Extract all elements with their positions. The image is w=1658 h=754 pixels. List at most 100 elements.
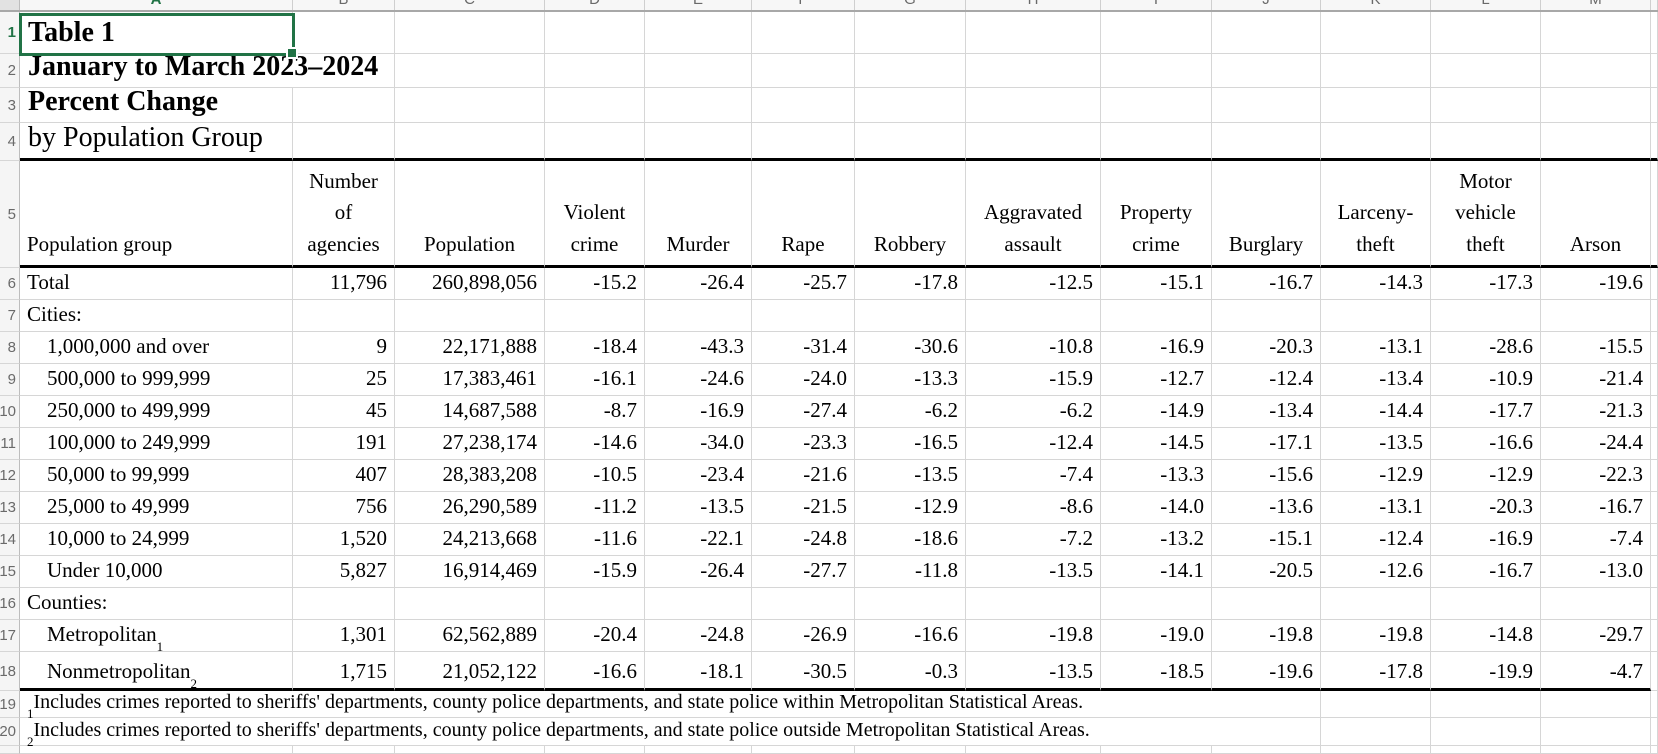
cell-K6[interactable]: -14.3 (1321, 268, 1431, 300)
row-header-10[interactable]: 10 (0, 396, 20, 428)
cell-D3[interactable] (545, 88, 645, 123)
cell-M6[interactable]: -19.6 (1541, 268, 1651, 300)
cell-L20[interactable] (1431, 718, 1541, 746)
cell-sliver-13[interactable] (1651, 492, 1658, 524)
cell-sliver-2[interactable] (1651, 54, 1658, 88)
cell-H6[interactable]: -12.5 (966, 268, 1101, 300)
cell-I18[interactable]: -18.5 (1101, 652, 1212, 691)
cell-F12[interactable]: -21.6 (752, 460, 855, 492)
cell-sliver-12[interactable] (1651, 460, 1658, 492)
cell-L13[interactable]: -20.3 (1431, 492, 1541, 524)
cell-B12[interactable]: 407 (293, 460, 395, 492)
cell-A9[interactable]: 500,000 to 999,999 (20, 364, 293, 396)
row-header-12[interactable]: 12 (0, 460, 20, 492)
cell-B1[interactable] (293, 12, 395, 54)
cell-sliver-7[interactable] (1651, 300, 1658, 332)
cell-H12[interactable]: -7.4 (966, 460, 1101, 492)
cell-E7[interactable] (645, 300, 752, 332)
cell-A8[interactable]: 1,000,000 and over (20, 332, 293, 364)
cell-H10[interactable]: -6.2 (966, 396, 1101, 428)
cell-C9[interactable]: 17,383,461 (395, 364, 545, 396)
cell-C3[interactable] (395, 88, 545, 123)
cell-J17[interactable]: -19.8 (1212, 620, 1321, 652)
cell-H3[interactable] (966, 88, 1101, 123)
cell-F1[interactable] (752, 12, 855, 54)
cell-sliver-1[interactable] (1651, 12, 1658, 54)
cell-K19[interactable] (1321, 691, 1431, 718)
cell-J6[interactable]: -16.7 (1212, 268, 1321, 300)
cell-M10[interactable]: -21.3 (1541, 396, 1651, 428)
row-header-4[interactable]: 4 (0, 123, 20, 161)
cell-M17[interactable]: -29.7 (1541, 620, 1651, 652)
cell-M9[interactable]: -21.4 (1541, 364, 1651, 396)
cell-D14[interactable]: -11.6 (545, 524, 645, 556)
cell-H15[interactable]: -13.5 (966, 556, 1101, 588)
cell-sliver-6[interactable] (1651, 268, 1658, 300)
cell-F2[interactable] (752, 54, 855, 88)
cell-A21[interactable] (20, 746, 293, 754)
cell-G6[interactable]: -17.8 (855, 268, 966, 300)
cell-J21[interactable] (1212, 746, 1321, 754)
cell-G13[interactable]: -12.9 (855, 492, 966, 524)
header-cell-A5[interactable]: Population group (20, 161, 293, 268)
cell-I2[interactable] (1101, 54, 1212, 88)
cell-A12[interactable]: 50,000 to 99,999 (20, 460, 293, 492)
header-cell-E5[interactable]: Murder (645, 161, 752, 268)
cell-J18[interactable]: -19.6 (1212, 652, 1321, 691)
cell-A2[interactable]: January to March 2023–2024 (20, 51, 378, 88)
cell-K20[interactable] (1321, 718, 1431, 746)
cell-L9[interactable]: -10.9 (1431, 364, 1541, 396)
cell-C18[interactable]: 21,052,122 (395, 652, 545, 691)
cell-G8[interactable]: -30.6 (855, 332, 966, 364)
column-header-J[interactable]: J (1212, 0, 1321, 10)
cell-M3[interactable] (1541, 88, 1651, 123)
cell-L16[interactable] (1431, 588, 1541, 620)
header-cell-G5[interactable]: Robbery (855, 161, 966, 268)
cell-L19[interactable] (1431, 691, 1541, 718)
cell-L14[interactable]: -16.9 (1431, 524, 1541, 556)
cell-I8[interactable]: -16.9 (1101, 332, 1212, 364)
cell-C2[interactable] (395, 54, 545, 88)
header-cell-D5[interactable]: Violent crime (545, 161, 645, 268)
row-header-15[interactable]: 15 (0, 556, 20, 588)
cell-K2[interactable] (1321, 54, 1431, 88)
cell-J2[interactable] (1212, 54, 1321, 88)
cell-sliver-16[interactable] (1651, 588, 1658, 620)
cell-C15[interactable]: 16,914,469 (395, 556, 545, 588)
cell-G12[interactable]: -13.5 (855, 460, 966, 492)
cell-H2[interactable] (966, 54, 1101, 88)
row-header-2[interactable]: 2 (0, 54, 20, 88)
cell-A6[interactable]: Total (20, 268, 293, 300)
cell-A10[interactable]: 250,000 to 499,999 (20, 396, 293, 428)
cell-L17[interactable]: -14.8 (1431, 620, 1541, 652)
column-header-M[interactable]: M (1541, 0, 1651, 10)
row-header-16[interactable]: 16 (0, 588, 20, 620)
cell-G2[interactable] (855, 54, 966, 88)
cell-sliver-18[interactable] (1651, 652, 1658, 691)
cell-H13[interactable]: -8.6 (966, 492, 1101, 524)
header-cell-B5[interactable]: Number of agencies (293, 161, 395, 268)
cell-I6[interactable]: -15.1 (1101, 268, 1212, 300)
cell-K8[interactable]: -13.1 (1321, 332, 1431, 364)
cell-J4[interactable] (1212, 123, 1321, 161)
row-header-8[interactable]: 8 (0, 332, 20, 364)
cell-F21[interactable] (752, 746, 855, 754)
cell-E14[interactable]: -22.1 (645, 524, 752, 556)
cell-E9[interactable]: -24.6 (645, 364, 752, 396)
cell-L1[interactable] (1431, 12, 1541, 54)
cell-B9[interactable]: 25 (293, 364, 395, 396)
cell-D18[interactable]: -16.6 (545, 652, 645, 691)
cell-C14[interactable]: 24,213,668 (395, 524, 545, 556)
cell-G1[interactable] (855, 12, 966, 54)
cell-sliver-14[interactable] (1651, 524, 1658, 556)
cell-D6[interactable]: -15.2 (545, 268, 645, 300)
cell-I9[interactable]: -12.7 (1101, 364, 1212, 396)
row-header-7[interactable]: 7 (0, 300, 20, 332)
row-header-6[interactable]: 6 (0, 268, 20, 300)
cell-K15[interactable]: -12.6 (1321, 556, 1431, 588)
cell-L7[interactable] (1431, 300, 1541, 332)
cell-sliver-21[interactable] (1651, 746, 1658, 754)
cell-L2[interactable] (1431, 54, 1541, 88)
cell-D17[interactable]: -20.4 (545, 620, 645, 652)
cell-A4[interactable]: by Population Group (20, 122, 293, 161)
